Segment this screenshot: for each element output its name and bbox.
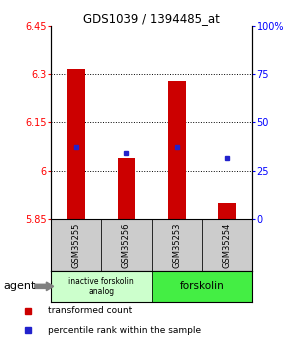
- Bar: [117, 158, 135, 219]
- Text: percentile rank within the sample: percentile rank within the sample: [48, 326, 201, 335]
- Text: GSM35253: GSM35253: [172, 222, 181, 268]
- Text: forskolin: forskolin: [180, 282, 224, 291]
- FancyBboxPatch shape: [152, 271, 252, 302]
- Text: transformed count: transformed count: [48, 306, 132, 315]
- FancyBboxPatch shape: [101, 219, 152, 271]
- FancyBboxPatch shape: [202, 219, 252, 271]
- FancyBboxPatch shape: [152, 219, 202, 271]
- FancyBboxPatch shape: [51, 219, 101, 271]
- Text: inactive forskolin
analog: inactive forskolin analog: [68, 277, 134, 296]
- Text: GSM35256: GSM35256: [122, 222, 131, 268]
- Text: GSM35255: GSM35255: [71, 222, 80, 268]
- Text: GSM35254: GSM35254: [223, 222, 232, 268]
- FancyBboxPatch shape: [51, 271, 152, 302]
- Title: GDS1039 / 1394485_at: GDS1039 / 1394485_at: [83, 12, 220, 25]
- Bar: [67, 69, 85, 219]
- Bar: [168, 81, 186, 219]
- Bar: [218, 203, 236, 219]
- Text: agent: agent: [3, 282, 35, 291]
